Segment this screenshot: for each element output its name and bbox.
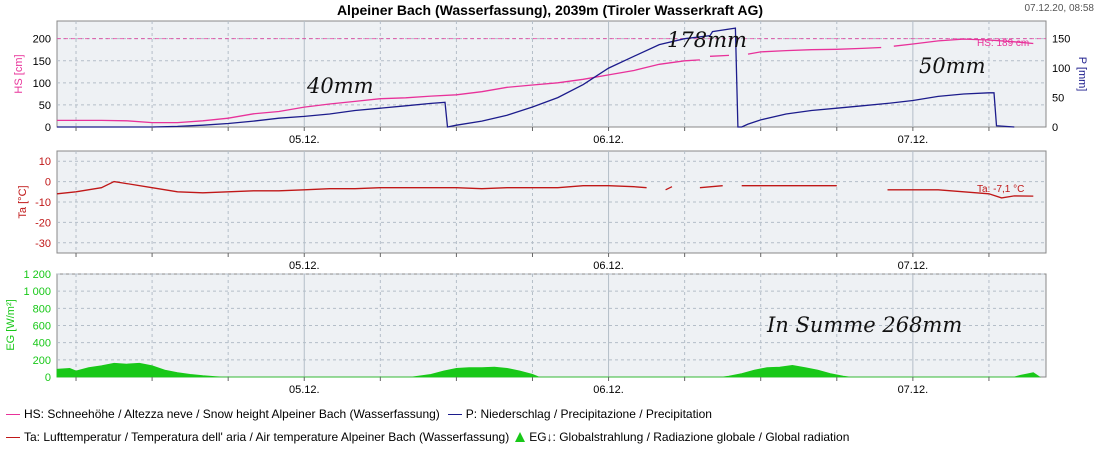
x-tick-label: 07.12. (898, 384, 929, 396)
y-tick-label: 50 (39, 100, 51, 112)
y-tick-label: 0 (45, 177, 51, 189)
eg-series-area (56, 362, 1042, 378)
panel-1-series (57, 27, 1046, 128)
legend-ta-marker (6, 436, 20, 438)
ta-end-label: Ta: -7,1 °C (977, 184, 1024, 195)
panel-3-series (56, 362, 1042, 378)
legend-ta-text: Ta: Lufttemperatur / Temperatura dell' a… (24, 430, 510, 444)
y-tick-label: -10 (35, 197, 51, 209)
x-tick-label: 06.12. (593, 134, 624, 146)
ta-series-line (56, 180, 1034, 199)
eg-axis-label: EG [W/m²] (5, 299, 17, 350)
timestamp: 07.12.20, 08:58 (1024, 3, 1094, 14)
p-series-line (57, 27, 1015, 128)
y-tick-label: 400 (33, 338, 51, 350)
panel-3-grid (57, 273, 1046, 377)
y-tick-label: -20 (35, 217, 51, 229)
panel-1-background (56, 20, 1047, 128)
legend-eg-marker (515, 432, 526, 442)
panel-2-series (56, 180, 1034, 199)
y-tick-label: 800 (33, 303, 51, 315)
y-tick-label: 0 (1052, 122, 1058, 134)
legend-hs-text: HS: Schneehöhe / Altezza neve / Snow hei… (24, 407, 440, 421)
temperature-panel: 05.12. 06.12. 07.12. -30 -20 -10 0 10 Ta [°C] T… (17, 150, 1047, 272)
chart-title: Alpeiner Bach (Wasserfassung), 2039m (Ti… (336, 2, 764, 18)
legend-eg-text: EG↓: Globalstrahlung / Radiazione global… (529, 430, 850, 444)
annotation-178mm: 178mm (667, 28, 747, 52)
x-tick-label: 06.12. (593, 260, 624, 272)
y-tick-label: 200 (33, 355, 51, 367)
y-tick-label: -30 (35, 238, 51, 250)
p-axis-label: P [mm] (1076, 57, 1088, 92)
y-tick-label: 1 000 (23, 286, 51, 298)
y-tick-label: 150 (1052, 34, 1070, 46)
x-tick-label: 07.12. (898, 260, 929, 272)
hs-series-line (57, 38, 1034, 124)
x-tick-label: 06.12. (593, 384, 624, 396)
hs-axis-label: HS [cm] (13, 54, 25, 93)
x-tick-label: 07.12. (898, 134, 929, 146)
hs-end-label: HS: 189 cm (977, 38, 1029, 49)
panel-2-grid (57, 151, 1046, 253)
legend-p-marker (447, 413, 462, 415)
y-tick-label: 1 200 (23, 269, 51, 281)
y-tick-label: 150 (33, 56, 51, 68)
panel-3-axes: 05.12. 06.12. 07.12. 0 200 400 600 800 1 000 1 20… (23, 269, 990, 396)
y-tick-label: 0 (45, 372, 51, 384)
y-tick-label: 10 (39, 156, 51, 168)
panel-1-axes: 05.12. 06.12. 07.12. 0 50 100 150 200 0 50 100 150 (33, 34, 1071, 146)
radiation-panel: 05.12. 06.12. 07.12. 0 200 400 600 800 1 000 1 20… (5, 269, 1047, 396)
annotation-40mm: 40mm (306, 74, 374, 98)
y-tick-label: 600 (33, 321, 51, 333)
y-tick-label: 0 (45, 122, 51, 134)
x-tick-label: 05.12. (289, 134, 320, 146)
y-tick-label: 100 (1052, 63, 1070, 75)
ta-axis-label: Ta [°C] (17, 185, 29, 218)
x-tick-label: 05.12. (289, 260, 320, 272)
panel-2-axes: 05.12. 06.12. 07.12. -30 -20 -10 0 10 (35, 156, 990, 272)
y-tick-label: 50 (1052, 93, 1064, 105)
legend-p-text: P: Niederschlag / Precipitazione / Preci… (465, 407, 712, 421)
legend-row-2: Ta: Lufttemperatur / Temperatura dell' a… (6, 430, 849, 444)
chart-canvas: 05.12. 06.12. 07.12.050100150200050100150 … (5, 20, 1088, 396)
annotation-50mm: 50mm (919, 54, 986, 78)
legend-hs-marker (6, 413, 20, 415)
snow-precip-panel: 05.12. 06.12. 07.12.050100150200050100150 … (13, 20, 1088, 146)
y-tick-label: 100 (33, 78, 51, 90)
legend-row-1: HS: Schneehöhe / Altezza neve / Snow hei… (6, 407, 712, 421)
x-tick-label: 05.12. (289, 384, 320, 396)
annotation-total: In Summe 268mm (766, 313, 962, 337)
y-tick-label: 200 (33, 34, 51, 46)
